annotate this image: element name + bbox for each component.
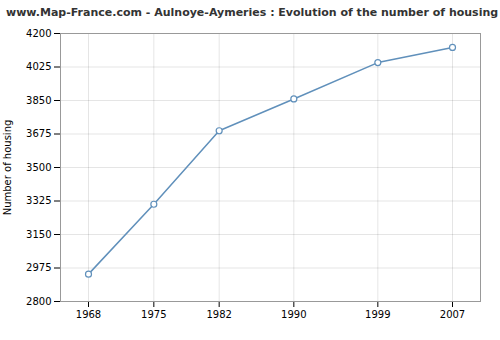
svg-text:Number of housing: Number of housing	[2, 120, 13, 216]
svg-text:4025: 4025	[26, 61, 51, 72]
svg-text:2007: 2007	[440, 309, 465, 320]
svg-text:3500: 3500	[26, 162, 51, 173]
svg-text:1968: 1968	[76, 309, 101, 320]
svg-text:3675: 3675	[26, 128, 51, 139]
svg-text:1982: 1982	[206, 309, 231, 320]
svg-text:2800: 2800	[26, 296, 51, 307]
svg-text:1990: 1990	[281, 309, 306, 320]
svg-text:4200: 4200	[26, 28, 51, 39]
svg-text:1975: 1975	[141, 309, 166, 320]
svg-text:3325: 3325	[26, 195, 51, 206]
svg-text:3150: 3150	[26, 229, 51, 240]
svg-text:3850: 3850	[26, 95, 51, 106]
svg-text:2975: 2975	[26, 262, 51, 273]
html-text:www.Map-France.com - Aulnoye-A: www.Map-France.com - Aulnoye-Aymeries : …	[6, 6, 499, 19]
svg-text:1999: 1999	[365, 309, 390, 320]
